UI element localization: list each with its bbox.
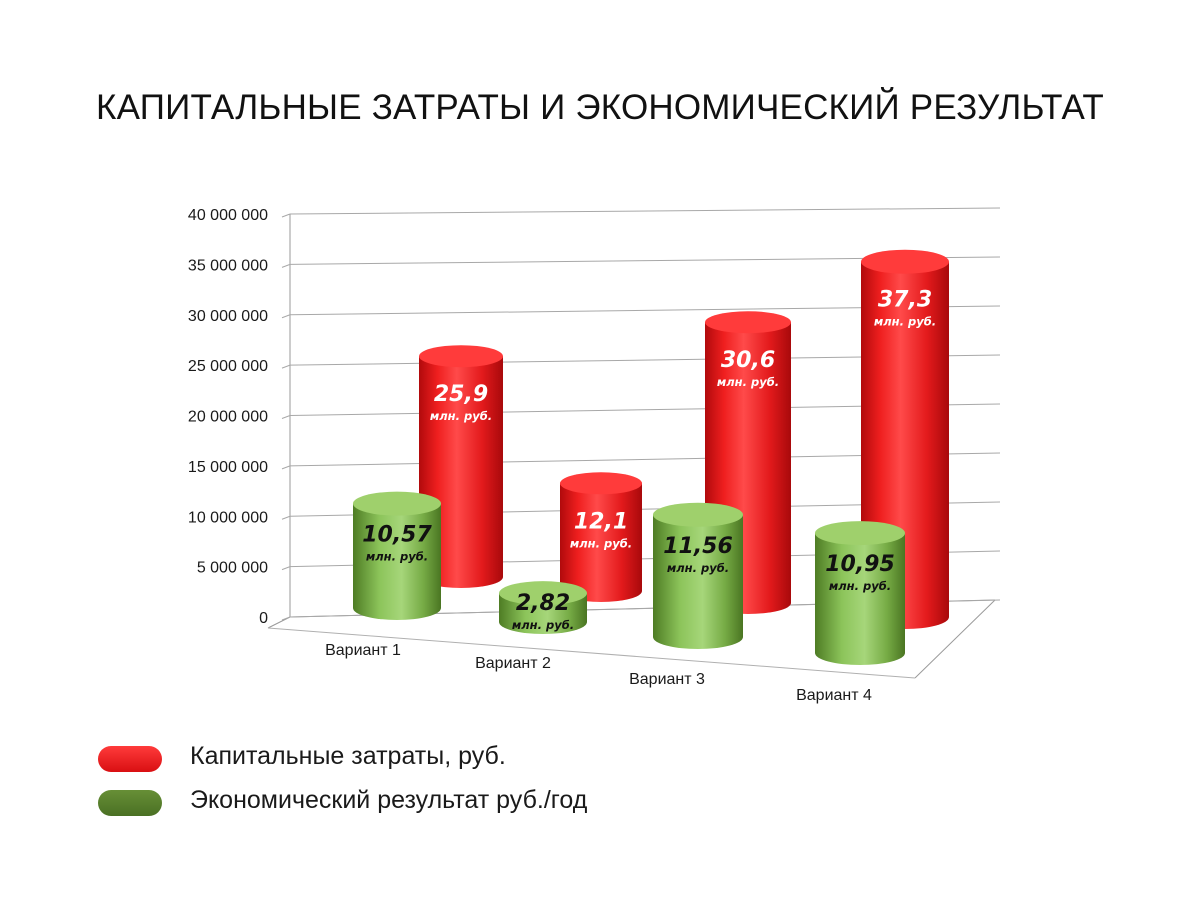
- x-tick-label: Вариант 1: [325, 642, 401, 659]
- legend-swatch-result: [98, 790, 162, 816]
- floor-right-edge: [914, 599, 996, 679]
- result-bar-1-top: [353, 491, 441, 516]
- legend-label-capex: Капитальные затраты, руб.: [190, 742, 506, 770]
- capex-label-1-unit: млн. руб.: [430, 409, 492, 423]
- result-bar-3-body: [653, 514, 743, 649]
- result-label-1-unit: млн. руб.: [366, 550, 428, 564]
- result-label-2-value: 2,82: [516, 591, 570, 616]
- result-bar-4-top: [815, 521, 905, 546]
- capex-label-1-value: 25,9: [434, 382, 488, 407]
- grid-line: [289, 207, 1001, 215]
- page-title: КАПИТАЛЬНЫЕ ЗАТРАТЫ И ЭКОНОМИЧЕСКИЙ РЕЗУ…: [96, 88, 1104, 127]
- y-tick-label: 30 000 000: [188, 308, 268, 325]
- y-tick-mark: [281, 566, 291, 571]
- y-tick-label: 20 000 000: [188, 409, 268, 426]
- capex-bar-1-top: [419, 345, 503, 368]
- x-tick-label: Вариант 3: [629, 671, 705, 688]
- capex-bar-2-body: [560, 483, 642, 602]
- legend-swatch-capex: [98, 746, 162, 772]
- result-bar-2: [499, 581, 587, 634]
- legend-item-result: Экономический результат руб./год: [98, 786, 798, 820]
- legend-item-capex: Капитальные затраты, руб.: [98, 742, 798, 776]
- y-axis-ticks: 0 5 000 000 10 000 000 15 000 000 20 000 000…: [188, 207, 268, 627]
- capex-label-2-unit: млн. руб.: [570, 536, 632, 550]
- result-bar-1: [353, 491, 441, 620]
- result-bar-3-top: [653, 502, 743, 527]
- capex-label-3-unit: млн. руб.: [717, 375, 779, 389]
- y-tick-label: 25 000 000: [188, 358, 268, 375]
- legend-label-result: Экономический результат руб./год: [190, 786, 588, 814]
- capex-label-4-value: 37,3: [878, 288, 932, 313]
- y-tick-mark: [281, 213, 291, 218]
- result-bar-4-body: [815, 533, 905, 665]
- capex-label-4-unit: млн. руб.: [874, 315, 936, 329]
- result-bar-4: [815, 521, 905, 665]
- y-tick-label: 40 000 000: [188, 207, 268, 224]
- capex-label-3-value: 30,6: [721, 348, 775, 373]
- capex-bar-4-top: [861, 249, 949, 274]
- y-tick-mark: [281, 364, 291, 369]
- y-tick-mark: [281, 465, 291, 470]
- y-tick-mark: [281, 415, 291, 419]
- x-axis-ticks: Вариант 1 Вариант 2 Вариант 3 Вариант 4: [325, 642, 872, 704]
- y-tick-mark: [281, 616, 291, 621]
- result-bar-1-body: [353, 503, 441, 620]
- y-tick-label: 0: [259, 610, 268, 627]
- capex-bar-2: [560, 472, 642, 602]
- result-label-4-value: 10,95: [825, 552, 895, 577]
- y-tick-mark: [281, 263, 291, 268]
- capex-bar-3-top: [705, 311, 791, 334]
- result-label-3-value: 11,56: [663, 534, 733, 559]
- capex-label-2-value: 12,1: [574, 509, 628, 534]
- y-tick-label: 10 000 000: [188, 509, 268, 526]
- result-label-3-unit: млн. руб.: [667, 561, 729, 575]
- result-bar-3: [653, 502, 743, 649]
- y-tick-label: 35 000 000: [188, 257, 268, 274]
- x-tick-label: Вариант 4: [796, 687, 872, 704]
- y-tick-mark: [281, 515, 291, 520]
- y-tick-mark: [281, 314, 291, 319]
- floor-front-edge: [267, 627, 916, 679]
- result-bar-2-top: [499, 581, 587, 606]
- y-tick-label: 15 000 000: [188, 459, 268, 476]
- capex-bar-2-top: [560, 472, 642, 495]
- result-label-4-unit: млн. руб.: [829, 579, 891, 593]
- x-tick-label: Вариант 2: [475, 655, 551, 672]
- bars: 25,9 млн. руб. 12,1 млн. руб. 30,6 млн. руб. 3…: [353, 249, 949, 665]
- result-label-1-value: 10,57: [362, 523, 432, 548]
- y-tick-label: 5 000 000: [197, 560, 268, 577]
- result-label-2-unit: млн. руб.: [512, 618, 574, 632]
